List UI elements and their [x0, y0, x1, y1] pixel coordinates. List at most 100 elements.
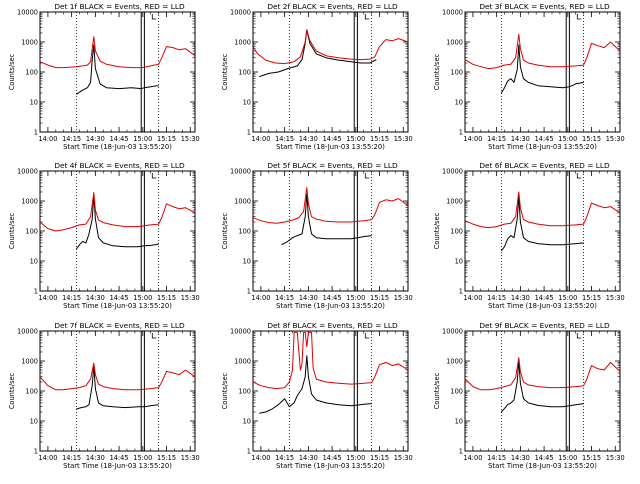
panel-title: Det 6f BLACK = Events, RED = LLD — [479, 161, 610, 170]
bracket-marker — [151, 173, 157, 179]
y-tick-label: 1 — [247, 288, 251, 296]
lld-series-line — [39, 36, 196, 69]
bracket-marker — [151, 333, 157, 339]
events-series-line — [501, 360, 584, 413]
y-tick-label: 1 — [459, 288, 463, 296]
plot-frame — [252, 330, 409, 452]
panel-title: Det 4f BLACK = Events, RED = LLD — [54, 161, 185, 170]
x-tick-label: 14:15 — [487, 454, 506, 462]
lld-series-line — [252, 331, 409, 390]
x-tick-label: 15:15 — [157, 454, 176, 462]
x-tick-label: 15:00 — [558, 294, 577, 302]
y-tick-label: 100 — [238, 228, 251, 236]
x-tick-label: 14:45 — [323, 135, 342, 143]
detector-panel: Det 2f BLACK = Events, RED = LLD 1 10 100 10… — [221, 2, 413, 151]
x-tick-label: 15:30 — [181, 454, 200, 462]
x-tick-label: 14:45 — [535, 294, 554, 302]
x-tick-label: 14:45 — [323, 454, 342, 462]
x-tick-label: 14:15 — [62, 135, 81, 143]
x-tick-label: 14:00 — [38, 135, 57, 143]
y-tick-label: 100 — [25, 388, 38, 396]
plot-frame — [252, 170, 409, 292]
panel-title: Det 9f BLACK = Events, RED = LLD — [479, 321, 610, 330]
x-tick-label: 14:45 — [110, 454, 129, 462]
y-tick-label: 10 — [243, 99, 251, 107]
x-tick-label: 14:00 — [251, 454, 270, 462]
y-axis-label: Counts/sec — [221, 372, 229, 409]
y-tick-label: 10000 — [17, 168, 38, 176]
detector-panel: Det 9f BLACK = Events, RED = LLD 1 10 100 10… — [433, 321, 625, 470]
panel-title: Det 7f BLACK = Events, RED = LLD — [54, 321, 185, 330]
y-tick-label: 100 — [450, 228, 463, 236]
lld-series-line — [39, 192, 196, 232]
x-tick-label: 15:00 — [133, 454, 152, 462]
y-tick-label: 10000 — [17, 328, 38, 336]
events-series-line — [76, 44, 159, 95]
y-axis-label: Counts/sec — [8, 212, 16, 249]
x-axis-label: Start Time (18-Jun-03 13:55:20) — [488, 143, 597, 151]
events-series-line — [259, 29, 377, 78]
x-tick-label: 15:15 — [582, 135, 601, 143]
y-tick-label: 10 — [243, 418, 251, 426]
x-tick-label: 14:15 — [62, 294, 81, 302]
x-tick-label: 14:45 — [110, 294, 129, 302]
x-tick-label: 15:30 — [606, 135, 625, 143]
x-axis-label: Start Time (18-Jun-03 13:55:20) — [488, 302, 597, 310]
x-tick-label: 15:15 — [157, 294, 176, 302]
x-tick-label: 14:00 — [463, 294, 482, 302]
panel-title: Det 8f BLACK = Events, RED = LLD — [267, 321, 398, 330]
y-tick-label: 1 — [459, 129, 463, 137]
x-tick-label: 15:00 — [133, 294, 152, 302]
y-tick-label: 10000 — [230, 168, 251, 176]
y-tick-label: 1 — [34, 288, 38, 296]
x-tick-label: 14:45 — [110, 135, 129, 143]
y-tick-label: 1000 — [446, 198, 463, 206]
x-tick-label: 15:15 — [370, 135, 389, 143]
y-tick-label: 10 — [30, 258, 38, 266]
x-tick-label: 14:30 — [86, 454, 105, 462]
panel-title: Det 2f BLACK = Events, RED = LLD — [267, 2, 398, 11]
y-tick-label: 10000 — [230, 328, 251, 336]
panel-title: Det 1f BLACK = Events, RED = LLD — [54, 2, 185, 11]
y-tick-label: 10000 — [442, 328, 463, 336]
y-tick-label: 1 — [34, 448, 38, 456]
x-tick-label: 15:00 — [346, 454, 365, 462]
panel-title: Det 5f BLACK = Events, RED = LLD — [267, 161, 398, 170]
x-tick-label: 14:30 — [86, 135, 105, 143]
x-tick-label: 15:00 — [346, 294, 365, 302]
detector-panel: Det 1f BLACK = Events, RED = LLD 1 10 100 10… — [8, 2, 200, 151]
x-tick-label: 15:00 — [558, 454, 577, 462]
y-tick-label: 10 — [455, 258, 463, 266]
y-tick-label: 1000 — [21, 39, 38, 47]
x-tick-label: 15:30 — [181, 135, 200, 143]
x-tick-label: 14:00 — [463, 135, 482, 143]
plot-frame — [39, 330, 196, 452]
y-tick-label: 10 — [30, 418, 38, 426]
events-series-line — [259, 355, 372, 414]
x-tick-label: 14:45 — [535, 135, 554, 143]
y-tick-label: 10000 — [442, 168, 463, 176]
y-tick-label: 10 — [30, 99, 38, 107]
y-tick-label: 1000 — [234, 358, 251, 366]
y-tick-label: 10 — [243, 258, 251, 266]
bracket-marker — [151, 14, 157, 20]
y-tick-label: 100 — [238, 69, 251, 77]
bracket-marker — [576, 333, 582, 339]
x-tick-label: 14:30 — [511, 294, 530, 302]
x-tick-label: 14:30 — [86, 294, 105, 302]
y-tick-label: 10 — [455, 99, 463, 107]
x-axis-label: Start Time (18-Jun-03 13:55:20) — [63, 462, 172, 470]
x-tick-label: 14:15 — [275, 294, 294, 302]
y-tick-label: 100 — [450, 388, 463, 396]
x-tick-label: 14:00 — [251, 135, 270, 143]
x-tick-label: 14:15 — [62, 454, 81, 462]
bracket-marker — [364, 333, 370, 339]
x-tick-label: 15:30 — [606, 454, 625, 462]
x-tick-label: 14:45 — [535, 454, 554, 462]
y-tick-label: 1000 — [21, 198, 38, 206]
y-tick-label: 10000 — [230, 9, 251, 17]
x-tick-label: 15:15 — [582, 454, 601, 462]
plot-frame — [39, 170, 196, 292]
detector-panel: Det 3f BLACK = Events, RED = LLD 1 10 100 10… — [433, 2, 625, 151]
y-tick-label: 100 — [25, 69, 38, 77]
